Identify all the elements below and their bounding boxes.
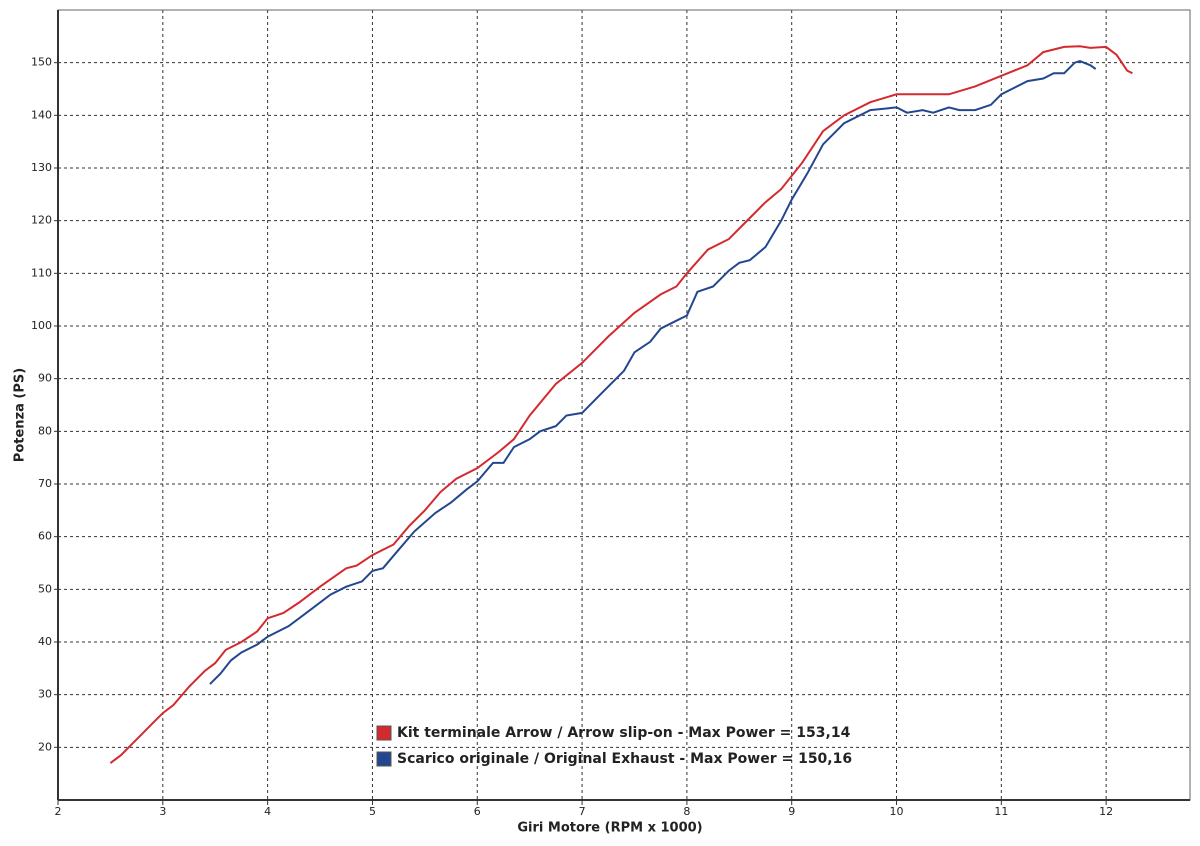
x-tick-label: 6	[474, 805, 481, 818]
legend-label: Kit terminale Arrow / Arrow slip-on - Ma…	[397, 725, 851, 741]
y-tick-label: 140	[31, 108, 52, 121]
x-tick-label: 2	[55, 805, 62, 818]
y-tick-label: 80	[38, 424, 52, 437]
x-tick-label: 4	[264, 805, 271, 818]
x-tick-label: 3	[159, 805, 166, 818]
y-tick-label: 30	[38, 688, 52, 701]
x-tick-label: 8	[683, 805, 690, 818]
legend-swatch	[376, 751, 392, 767]
x-tick-label: 9	[788, 805, 795, 818]
x-tick-label: 12	[1099, 805, 1113, 818]
y-tick-label: 150	[31, 56, 52, 69]
series-line	[109, 45, 1133, 764]
y-tick-label: 20	[38, 740, 52, 753]
y-tick-label: 90	[38, 372, 52, 385]
series-line	[209, 60, 1097, 685]
x-tick-label: 5	[369, 805, 376, 818]
y-tick-label: 50	[38, 582, 52, 595]
x-axis-title: Giri Motore (RPM x 1000)	[517, 821, 702, 836]
x-tick-label: 7	[579, 805, 586, 818]
y-tick-label: 110	[31, 266, 52, 279]
y-tick-label: 130	[31, 161, 52, 174]
legend-swatch	[376, 725, 392, 741]
plot-frame	[57, 9, 1191, 801]
y-tick-label: 70	[38, 477, 52, 490]
legend-label: Scarico originale / Original Exhaust - M…	[397, 751, 852, 767]
y-axis-title: Potenza (PS)	[13, 368, 28, 462]
x-tick-label: 11	[994, 805, 1008, 818]
x-tick-label: 10	[890, 805, 904, 818]
y-tick-label: 120	[31, 214, 52, 227]
y-tick-label: 100	[31, 319, 52, 332]
y-tick-label: 60	[38, 530, 52, 543]
y-tick-label: 40	[38, 635, 52, 648]
